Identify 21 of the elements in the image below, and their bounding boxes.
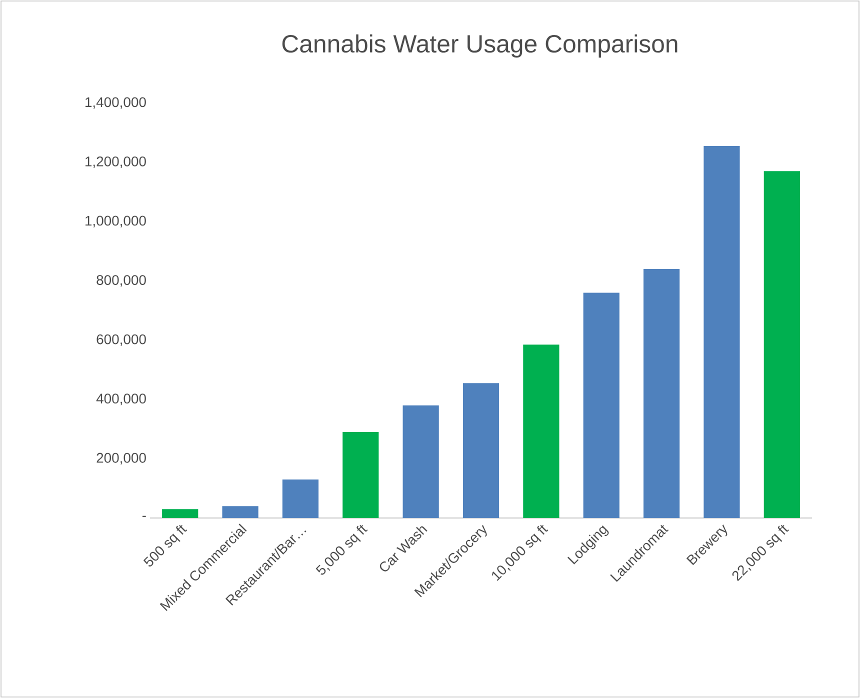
y-tick-label: 200,000 (96, 452, 146, 464)
bar (342, 432, 379, 518)
bar (402, 405, 439, 518)
bar (282, 479, 319, 518)
bar (764, 171, 800, 518)
y-tick-label: 600,000 (96, 334, 146, 346)
bar (644, 268, 680, 518)
y-tick-label: - (142, 516, 146, 517)
x-tick-label: 500 sq ft (143, 524, 188, 567)
y-tick-label: 1,400,000 (86, 97, 146, 109)
y-tick-label: 400,000 (96, 394, 146, 406)
y-tick-label: 1,200,000 (86, 156, 146, 168)
y-tick-label: 1,000,000 (86, 216, 146, 228)
bar (704, 146, 740, 518)
bar (162, 509, 198, 518)
bar (222, 506, 258, 518)
chart-title: Cannabis Water Usage Comparison (282, 34, 678, 58)
y-tick-label: 800,000 (96, 275, 146, 287)
bar (583, 292, 620, 518)
bar (462, 383, 500, 518)
bar (523, 344, 560, 518)
